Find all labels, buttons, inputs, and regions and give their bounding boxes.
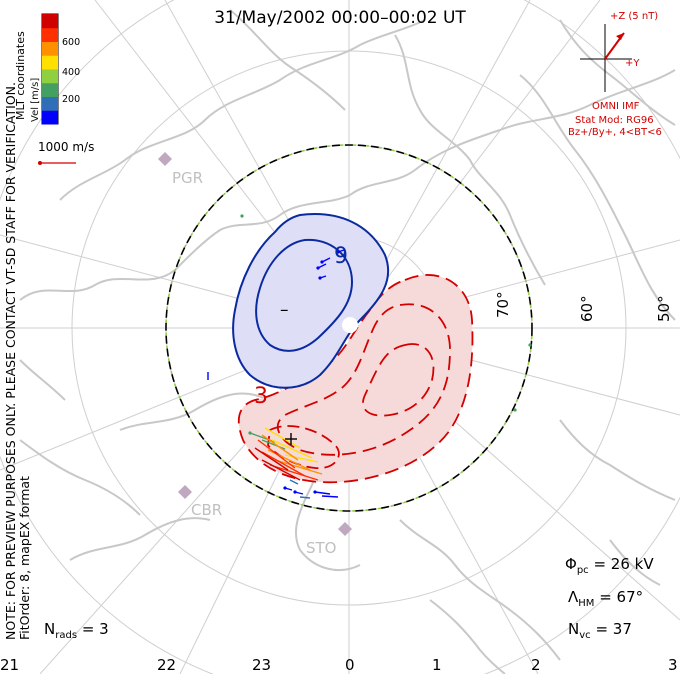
colorbar-label: Vel [m/s] [30, 77, 41, 122]
phi-symbol: Φ [565, 555, 577, 573]
nrads-symbol: N [44, 620, 56, 638]
negative-potential-sign: – [280, 300, 289, 320]
colorbar-swatch [42, 82, 58, 97]
cross-polar-potential: Φpc = 26 kV [565, 555, 654, 576]
mlt-hour-3: 3 [668, 656, 678, 674]
colorbar-tick-200: 200 [62, 94, 81, 105]
station-marker-sto [338, 522, 352, 536]
mlt-hour-23: 23 [252, 656, 272, 674]
mlt-hour-22: 22 [157, 656, 177, 674]
velocity-vectors [207, 214, 532, 499]
mlt-hour-21: 21 [0, 656, 20, 674]
colorbar-swatch [42, 41, 58, 56]
colorbar-swatch [42, 14, 58, 29]
reference-vector [38, 161, 76, 165]
station-label-pgr: PGR [172, 169, 204, 187]
nrads-value: = 3 [81, 620, 109, 638]
positive-potential-value: 3 [254, 384, 268, 409]
lambda-symbol: Λ [568, 588, 579, 606]
lat-label-50: 50° [655, 295, 673, 322]
mlt-hour-0: 0 [345, 656, 355, 674]
colorbar-swatch [42, 69, 58, 84]
phi-value: = 26 kV [593, 555, 654, 573]
lat-label-70: 70° [494, 291, 512, 318]
imf-clock [580, 24, 632, 92]
radar-stations [158, 152, 352, 536]
nvc-value: = 37 [595, 620, 632, 638]
lambda-value: = 67° [599, 588, 644, 606]
lat-label-60: 60° [578, 295, 596, 322]
negative-potential-value: 9 [334, 244, 348, 269]
nrads-subscript: rads [55, 630, 78, 641]
imf-condition: Bz+/By+, 4<BT<6 [568, 127, 662, 138]
map-title: 31/May/2002 00:00–00:02 UT [214, 8, 466, 28]
station-marker-cbr [178, 485, 192, 499]
coords-label: MLT coordinates [14, 31, 27, 120]
preview-note-line1: NOTE: FOR PREVIEW PURPOSES ONLY. PLEASE … [3, 82, 18, 640]
coastlines [19, 9, 676, 675]
colorbar-swatch [42, 27, 58, 42]
radar-count: Nrads = 3 [44, 620, 109, 641]
phi-subscript: pc [576, 565, 589, 576]
nvc-subscript: vc [579, 630, 591, 641]
preview-note: NOTE: FOR PREVIEW PURPOSES ONLY. PLEASE … [3, 82, 32, 640]
reference-vector-label: 1000 m/s [38, 140, 95, 154]
heppner-maynard-boundary [165, 144, 533, 512]
colorbar-swatch [42, 96, 58, 111]
mlt-hour-1: 1 [432, 656, 442, 674]
station-label-cbr: CBR [191, 501, 223, 519]
negative-cell [232, 213, 390, 389]
colorbar-swatch [42, 55, 58, 70]
imf-z-label: +Z (5 nT) [610, 11, 659, 22]
station-marker-pgr [158, 152, 172, 166]
lambda-subscript: HM [578, 598, 595, 609]
hm-boundary-latitude: ΛHM = 67° [568, 588, 643, 609]
nvc-symbol: N [568, 620, 580, 638]
mlt-hour-2: 2 [531, 656, 541, 674]
vector-count: Nvc = 37 [568, 620, 632, 641]
colorbar-tick-400: 400 [62, 67, 81, 78]
potential-max-marker [285, 433, 297, 445]
imf-y-label: +Y [625, 58, 640, 69]
colorbar [41, 13, 59, 125]
stat-model: Stat Mod: RG96 [575, 115, 654, 126]
colorbar-swatch [42, 110, 58, 125]
preview-note-line2: FitOrder: 8, mapEX format [17, 476, 32, 640]
colorbar-tick-600: 600 [62, 37, 81, 48]
positive-cell [237, 274, 474, 484]
imf-source: OMNI IMF [592, 101, 640, 112]
station-label-sto: STO [306, 539, 337, 557]
